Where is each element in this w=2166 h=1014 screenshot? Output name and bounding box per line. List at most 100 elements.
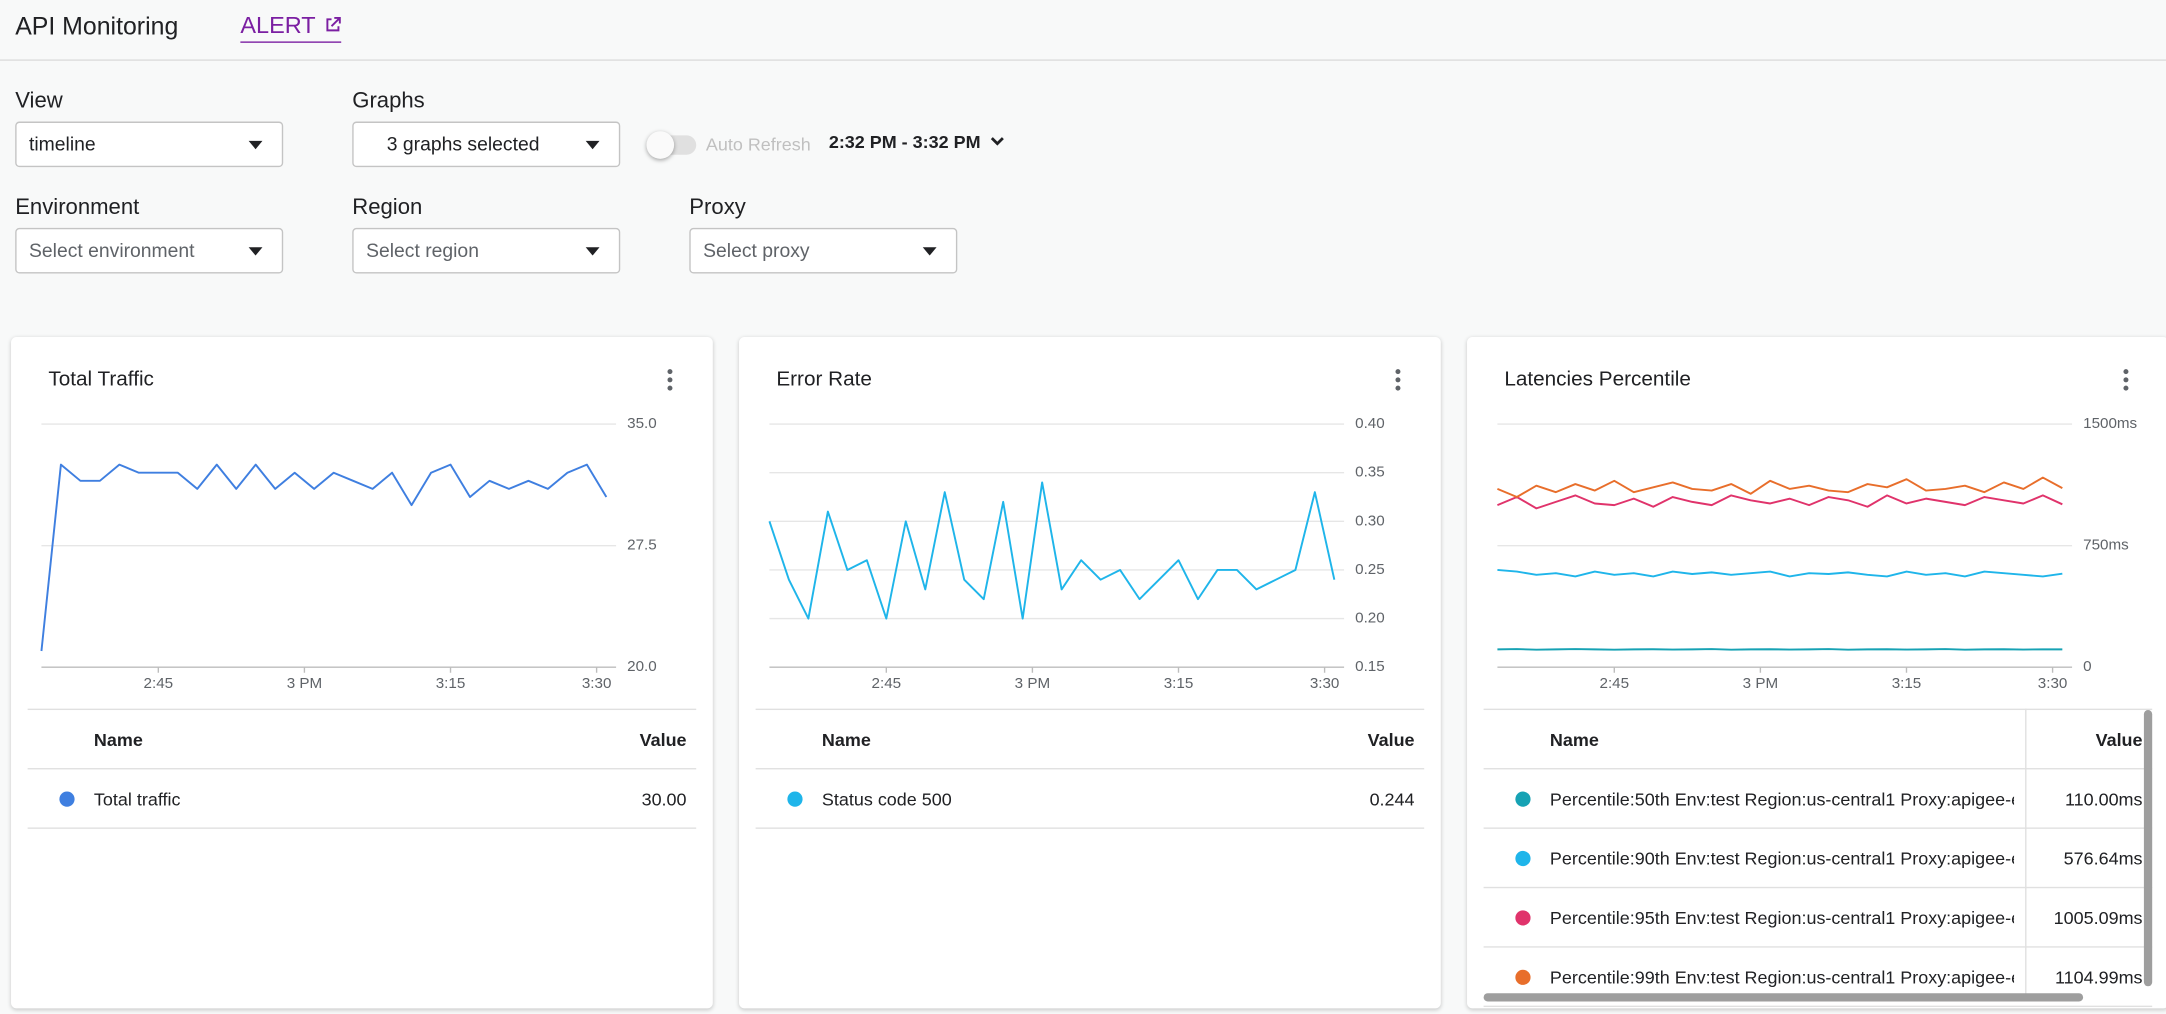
y-tick-label: 0 [2083, 658, 2091, 675]
x-tick-label: 3:30 [2038, 675, 2068, 692]
header: API Monitoring ALERT [0, 0, 2166, 61]
environment-dropdown[interactable]: Select environment [15, 227, 284, 274]
x-tick-label: 3:15 [1892, 675, 1922, 692]
legend-dot [1515, 909, 1531, 925]
legend-table: Name Value Total traffic 30.00 [27, 708, 697, 829]
x-tick-label: 3:15 [436, 675, 466, 692]
y-tick-label: 0.35 [1355, 464, 1385, 481]
more-menu[interactable] [666, 367, 674, 392]
legend-row[interactable]: Percentile:95th Env:test Region:us-centr… [1483, 888, 2153, 948]
legend-dot [1515, 850, 1531, 866]
legend-row[interactable]: Percentile:90th Env:test Region:us-centr… [1483, 829, 2153, 889]
chart-title: Total Traffic [48, 367, 154, 391]
column-value: Value [639, 728, 687, 750]
legend-row[interactable]: Total traffic 30.00 [27, 769, 697, 829]
series-line [1497, 476, 2063, 498]
graphs-dropdown[interactable]: 3 graphs selected [352, 121, 621, 168]
region-dropdown[interactable]: Select region [352, 227, 621, 274]
legend-dot [1515, 790, 1531, 807]
y-tick-label: 27.5 [627, 537, 657, 554]
page-title: API Monitoring [15, 12, 179, 41]
column-name: Name [821, 728, 871, 750]
x-tick-label: 2:45 [872, 675, 902, 692]
legend-table: Name Value Percentile:50th Env:test Region… [1483, 708, 2153, 1008]
chart-plot: 0 750ms 1500ms 2:45 3 PM 3:15 3:30 [1497, 415, 2138, 692]
y-tick-label: 0.25 [1355, 561, 1385, 578]
time-range[interactable]: 2:32 PM - 3:32 PM [829, 131, 1006, 152]
legend-row[interactable]: Status code 500 0.244 [755, 769, 1425, 829]
view-dropdown[interactable]: timeline [15, 121, 284, 168]
menu-dot [1395, 369, 1401, 375]
v-scrollbar[interactable] [2143, 710, 2153, 987]
chart-title: Error Rate [776, 367, 872, 391]
series-line [1497, 494, 2063, 510]
table-header: Name Value [1483, 708, 2153, 770]
menu-dot [667, 377, 673, 383]
alert-link[interactable]: ALERT [240, 12, 342, 43]
x-tick-label: 2:45 [144, 675, 174, 692]
series-name: Percentile:99th Env:test Region:us-centr… [1549, 966, 2014, 987]
chevron [991, 137, 1005, 146]
y-tick-label: 750ms [2083, 537, 2129, 554]
more-menu[interactable] [2122, 367, 2130, 392]
menu-dot [2123, 369, 2129, 375]
legend-dot [59, 790, 75, 807]
series-value: 0.244 [1369, 788, 1415, 809]
x-tick-label: 3:30 [1310, 675, 1340, 692]
y-tick-label: 0.20 [1355, 610, 1385, 627]
legend-dot [787, 790, 803, 807]
series-value: 576.64ms [2063, 847, 2143, 869]
y-tick-label: 1500ms [2083, 415, 2137, 432]
toggle-knob [646, 131, 675, 159]
menu-dot [667, 369, 673, 375]
menu-dot [2123, 385, 2129, 391]
chart-plot: 0.15 0.20 0.25 0.30 0.35 0.40 2:45 3 PM 3:15 3:30 [768, 415, 1385, 692]
series-name: Total traffic [93, 788, 181, 809]
y-tick-label: 35.0 [627, 415, 657, 432]
series-value: 110.00ms [2064, 788, 2143, 809]
more-menu[interactable] [1394, 367, 1402, 392]
chart-card: Error Rate 0.15 0.20 0.25 0.30 0.35 0.40 2:45 3 … [739, 337, 1441, 1009]
x-tick-label: 2:45 [1600, 675, 1630, 692]
series-name: Percentile:90th Env:test Region:us-centr… [1549, 847, 2014, 869]
table-header: Name Value [27, 708, 697, 770]
x-tick-label: 3 PM [1015, 675, 1050, 692]
column-value: Value [1367, 728, 1415, 750]
auto-refresh-label: Auto Refresh [705, 133, 811, 155]
alert-link-text[interactable]: ALERT [240, 12, 316, 39]
table-header: Name Value [755, 708, 1425, 770]
legend-table: Name Value Status code 500 0.244 [755, 708, 1425, 829]
proxy-label: Proxy [689, 196, 746, 220]
x-tick-label: 3 PM [1743, 675, 1778, 692]
series-line [1497, 568, 2063, 578]
series-value: 1104.99ms [2054, 966, 2143, 987]
graphs-label: Graphs [352, 89, 425, 114]
menu-dot [2123, 377, 2129, 383]
series-value: 30.00 [641, 788, 687, 809]
series-name: Percentile:50th Env:test Region:us-centr… [1549, 788, 2014, 809]
h-scrollbar[interactable] [1483, 993, 2084, 1002]
series-line [768, 481, 1336, 620]
column-value: Value [2095, 728, 2143, 750]
series-name: Percentile:95th Env:test Region:us-centr… [1549, 906, 2014, 928]
menu-dot [667, 385, 673, 391]
column-name: Name [93, 728, 143, 750]
environment-label: Environment [15, 196, 140, 220]
region-label: Region [352, 196, 423, 220]
column-name: Name [1549, 728, 1599, 750]
chart-card: Latencies Percentile 0 750ms 1500ms 2:45 3 PM… [1467, 337, 2166, 1009]
column-divider [2025, 708, 2027, 999]
legend-dot [1515, 969, 1531, 985]
auto-refresh-toggle[interactable] [646, 131, 697, 159]
proxy-dropdown[interactable]: Select proxy [689, 227, 958, 274]
legend-row[interactable]: Percentile:50th Env:test Region:us-centr… [1483, 769, 2153, 829]
x-tick-label: 3:30 [582, 675, 612, 692]
series-value: 1005.09ms [2053, 906, 2143, 928]
menu-dot [1395, 385, 1401, 391]
chart-plot: 20.0 27.5 35.0 2:45 3 PM 3:15 3:30 [40, 415, 657, 692]
chart-title: Latencies Percentile [1504, 367, 1691, 391]
x-tick-label: 3 PM [287, 675, 322, 692]
legend-row[interactable]: Percentile:99th Env:test Region:us-centr… [1483, 948, 2153, 1008]
